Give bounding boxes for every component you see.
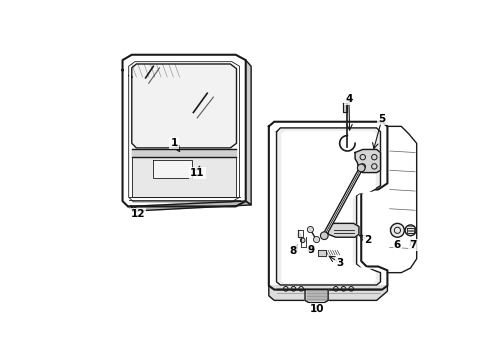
Text: 1: 1	[171, 138, 178, 148]
Polygon shape	[245, 60, 251, 205]
Polygon shape	[276, 128, 381, 285]
Polygon shape	[269, 286, 388, 300]
Polygon shape	[388, 126, 416, 273]
Polygon shape	[298, 230, 303, 242]
Polygon shape	[122, 55, 245, 206]
Polygon shape	[153, 160, 192, 178]
Text: 5: 5	[378, 114, 386, 123]
Text: 8: 8	[290, 246, 297, 256]
Text: 4: 4	[345, 94, 353, 104]
Polygon shape	[132, 149, 237, 197]
Polygon shape	[282, 132, 375, 283]
Polygon shape	[318, 249, 326, 256]
Text: 6: 6	[394, 240, 401, 250]
Circle shape	[405, 225, 416, 236]
Polygon shape	[269, 122, 388, 289]
Circle shape	[307, 226, 314, 233]
Text: 3: 3	[336, 258, 343, 267]
Text: 7: 7	[409, 240, 416, 250]
Text: 11: 11	[190, 167, 204, 177]
Text: 2: 2	[364, 235, 371, 244]
Text: 12: 12	[131, 209, 145, 219]
Circle shape	[320, 232, 328, 239]
Polygon shape	[355, 149, 381, 172]
Text: 10: 10	[309, 304, 324, 314]
Circle shape	[357, 164, 365, 172]
Polygon shape	[132, 64, 237, 148]
Polygon shape	[132, 149, 237, 157]
Circle shape	[314, 237, 319, 243]
Circle shape	[391, 223, 404, 237]
Polygon shape	[343, 103, 347, 112]
Text: 9: 9	[308, 244, 315, 255]
Polygon shape	[328, 223, 359, 237]
Polygon shape	[305, 289, 328, 303]
Polygon shape	[128, 201, 251, 211]
